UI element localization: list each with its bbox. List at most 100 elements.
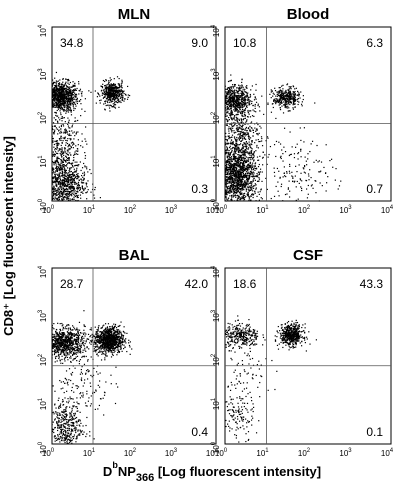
- event-dot: [226, 164, 228, 166]
- event-dot: [243, 110, 245, 112]
- event-dot: [56, 156, 58, 158]
- event-dot: [69, 171, 71, 173]
- event-dot: [250, 165, 252, 167]
- event-dot: [82, 146, 84, 148]
- event-dot: [234, 184, 236, 187]
- event-dot: [253, 115, 255, 118]
- event-dot: [61, 179, 63, 182]
- event-dot: [116, 76, 119, 78]
- event-dot: [55, 92, 57, 94]
- event-dot: [248, 178, 250, 180]
- event-dot: [247, 132, 250, 134]
- event-dot: [260, 188, 262, 190]
- event-dot: [235, 169, 237, 172]
- event-dot: [257, 104, 259, 107]
- event-dot: [295, 186, 297, 188]
- event-dot: [292, 104, 294, 106]
- event-dot: [60, 98, 63, 100]
- event-dot: [233, 167, 235, 169]
- x-tick-exponent: 3: [174, 205, 178, 211]
- event-dot: [240, 180, 243, 182]
- event-dot: [115, 90, 117, 92]
- event-dot: [57, 104, 59, 106]
- event-dot: [68, 88, 70, 90]
- event-dot: [76, 186, 78, 189]
- event-dot: [52, 140, 54, 142]
- event-dot: [71, 176, 73, 178]
- event-dot: [67, 153, 69, 156]
- event-dot: [233, 192, 235, 194]
- event-dot: [118, 91, 120, 93]
- y-tick-label: 100: [38, 198, 48, 211]
- event-dot: [230, 80, 232, 82]
- event-dot: [228, 168, 230, 171]
- event-dot: [283, 166, 285, 168]
- event-dot: [105, 88, 107, 91]
- event-dot: [233, 154, 235, 156]
- event-dot: [60, 92, 62, 94]
- event-dot: [61, 343, 63, 346]
- event-dot: [70, 345, 72, 347]
- event-dot: [240, 174, 242, 176]
- event-dot: [267, 156, 269, 158]
- event-dot: [59, 96, 62, 98]
- event-dot: [62, 176, 64, 178]
- event-dot: [243, 192, 246, 195]
- event-dot: [234, 170, 236, 172]
- event-dot: [56, 194, 59, 196]
- event-dot: [70, 184, 72, 186]
- event-dot: [120, 83, 122, 85]
- event-dot: [225, 109, 227, 111]
- event-dot: [62, 174, 64, 176]
- event-dot: [229, 128, 231, 130]
- event-dot: [87, 333, 90, 335]
- event-dot: [71, 102, 73, 104]
- event-dot: [68, 109, 70, 111]
- event-dot: [250, 171, 253, 173]
- event-dot: [68, 83, 70, 85]
- event-dot: [101, 87, 104, 89]
- event-dot: [79, 187, 81, 189]
- event-dot: [80, 103, 82, 105]
- event-dot: [69, 152, 71, 154]
- event-dot: [272, 95, 274, 97]
- event-dot: [241, 158, 243, 160]
- event-dot: [69, 87, 71, 90]
- event-dot: [292, 85, 294, 87]
- event-dot: [226, 109, 228, 111]
- event-dot: [240, 131, 242, 133]
- event-dot: [228, 96, 230, 98]
- event-dot: [58, 97, 60, 99]
- event-dot: [236, 120, 239, 122]
- event-dot: [56, 99, 58, 102]
- event-dot: [57, 98, 59, 100]
- event-dot: [248, 177, 250, 179]
- event-dot: [288, 95, 290, 97]
- event-dot: [71, 93, 73, 95]
- event-dot: [283, 99, 285, 101]
- event-dot: [246, 104, 248, 107]
- event-dot: [236, 143, 238, 145]
- event-dot: [242, 101, 244, 104]
- event-dot: [229, 195, 231, 197]
- event-dot: [232, 165, 234, 167]
- event-dot: [247, 152, 249, 154]
- event-dot: [243, 154, 245, 156]
- event-dot: [246, 85, 248, 87]
- event-dot: [247, 147, 250, 149]
- event-dot: [72, 172, 74, 174]
- event-dot: [256, 128, 258, 130]
- event-dot: [73, 168, 75, 170]
- event-dot: [232, 153, 234, 156]
- event-dot: [254, 190, 256, 192]
- event-dot: [243, 113, 246, 115]
- event-dot: [285, 90, 287, 92]
- event-dot: [65, 90, 67, 92]
- event-dot: [123, 93, 125, 95]
- event-dot: [228, 130, 230, 132]
- event-dot: [65, 159, 68, 161]
- event-dot: [251, 140, 253, 142]
- event-dot: [231, 86, 233, 88]
- event-dot: [66, 89, 69, 91]
- event-dot: [279, 107, 281, 109]
